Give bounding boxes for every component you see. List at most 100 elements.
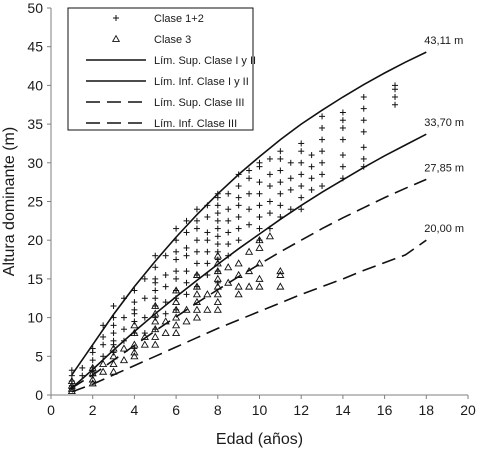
y-tick-label: 5 — [35, 348, 43, 364]
point-clase-3 — [224, 263, 233, 271]
point-clase-3 — [161, 328, 170, 337]
legend-label: Lím. Inf. Clase I y II — [154, 76, 249, 88]
y-tick-label: 25 — [27, 194, 43, 210]
point-clase-1-2 — [214, 241, 221, 248]
point-clase-1-2 — [193, 225, 200, 232]
point-clase-3 — [192, 290, 202, 298]
point-clase-1-2 — [319, 148, 326, 155]
point-clase-1-2 — [79, 364, 86, 371]
point-clase-1-2 — [214, 210, 221, 217]
x-tick-label: 12 — [293, 402, 309, 418]
point-clase-3 — [172, 321, 181, 329]
point-clase-3 — [109, 352, 118, 360]
point-clase-1-2 — [256, 202, 263, 209]
point-clase-1-2 — [110, 330, 117, 337]
point-clase-3 — [213, 290, 222, 298]
point-clase-3 — [213, 297, 222, 306]
point-clase-3 — [151, 332, 160, 340]
point-clase-3 — [99, 359, 108, 367]
point-clase-3 — [172, 313, 181, 321]
x-tick-label: 0 — [47, 402, 55, 418]
point-clase-1-2 — [360, 144, 367, 151]
curve-end-labels: 43,11 m 33,70 m 27,85 m 20,00 m — [424, 35, 464, 235]
point-clase-1-2 — [246, 206, 253, 213]
point-clase-1-2 — [246, 167, 253, 174]
point-clase-1-2 — [360, 128, 367, 135]
point-clase-1-2 — [152, 252, 159, 259]
point-clase-1-2 — [235, 202, 242, 209]
legend-label: Lím. Sup. Clase I y II — [154, 55, 256, 67]
point-clase-1-2 — [287, 175, 294, 182]
point-clase-1-2 — [162, 272, 169, 279]
point-clase-3 — [99, 367, 108, 375]
x-tick-label: 16 — [377, 402, 393, 418]
point-clase-1-2 — [235, 237, 242, 244]
y-tick-label: 35 — [27, 116, 43, 132]
x-tick-label: 10 — [252, 402, 268, 418]
y-axis-ticks: 0 5 10 15 20 25 30 35 40 45 50 — [27, 0, 51, 403]
point-clase-1-2 — [287, 159, 294, 166]
point-clase-3 — [192, 305, 202, 313]
point-clase-3 — [255, 274, 264, 282]
point-clase-1-2 — [319, 113, 326, 120]
x-axis-title: Edad (años) — [216, 431, 303, 448]
point-clase-1-2 — [152, 264, 159, 271]
point-clase-3 — [213, 251, 222, 259]
point-clase-1-2 — [225, 217, 232, 224]
point-clase-3 — [244, 247, 254, 255]
point-clase-3 — [276, 282, 285, 290]
legend-item-3: Lím. Sup. Clase I y II — [86, 55, 256, 67]
point-clase-3 — [255, 243, 264, 251]
series-3 — [71, 51, 427, 376]
point-clase-3 — [255, 235, 264, 244]
point-clase-1-2 — [266, 210, 273, 217]
point-clase-1-2 — [204, 229, 211, 236]
x-tick-label: 4 — [131, 402, 139, 418]
curve-end-label: 20,00 m — [424, 223, 464, 235]
point-clase-1-2 — [173, 268, 180, 275]
point-clase-1-2 — [256, 179, 263, 186]
point-clase-1-2 — [68, 367, 75, 374]
series-5 — [71, 178, 427, 389]
point-clase-1-2 — [360, 105, 367, 112]
point-clase-1-2 — [183, 217, 190, 224]
legend-triangle-marker — [111, 34, 121, 42]
x-tick-label: 20 — [460, 402, 476, 418]
point-clase-1-2 — [235, 183, 242, 190]
point-clase-1-2 — [89, 357, 96, 364]
point-clase-1-2 — [246, 190, 253, 197]
point-clase-1-2 — [120, 326, 127, 333]
point-clase-1-2 — [339, 152, 346, 159]
point-clase-3 — [192, 313, 202, 321]
legend-item-1: Clase 1+2 — [113, 13, 204, 25]
series-line-6 — [71, 239, 427, 393]
series-4 — [71, 133, 427, 389]
point-clase-1-2 — [214, 225, 221, 232]
point-clase-1-2 — [204, 213, 211, 220]
point-clase-1-2 — [339, 109, 346, 116]
series-6 — [71, 239, 427, 393]
legend-label: Clase 3 — [154, 34, 191, 46]
point-clase-3 — [182, 317, 191, 325]
point-clase-1-2 — [173, 248, 180, 255]
point-clase-3 — [67, 381, 76, 389]
point-clase-3 — [276, 270, 285, 278]
legend-item-6: Lím. Inf. Clase III — [86, 118, 237, 130]
point-clase-1-2 — [298, 206, 305, 213]
point-clase-1-2 — [100, 333, 107, 340]
series-line-5 — [71, 178, 427, 389]
point-clase-3 — [109, 359, 118, 367]
x-tick-label: 2 — [89, 402, 97, 418]
point-clase-1-2 — [141, 314, 148, 321]
y-axis-title: Altura dominante (m) — [1, 127, 18, 276]
point-clase-1-2 — [360, 117, 367, 124]
y-tick-label: 10 — [27, 310, 43, 326]
point-clase-1-2 — [162, 283, 169, 290]
point-clase-1-2 — [339, 117, 346, 124]
point-clase-1-2 — [298, 183, 305, 190]
legend-item-4: Lím. Inf. Clase I y II — [86, 76, 249, 88]
point-clase-3 — [234, 290, 243, 298]
point-clase-1-2 — [193, 260, 200, 267]
y-tick-label: 20 — [27, 232, 43, 248]
point-clase-3 — [172, 328, 181, 337]
